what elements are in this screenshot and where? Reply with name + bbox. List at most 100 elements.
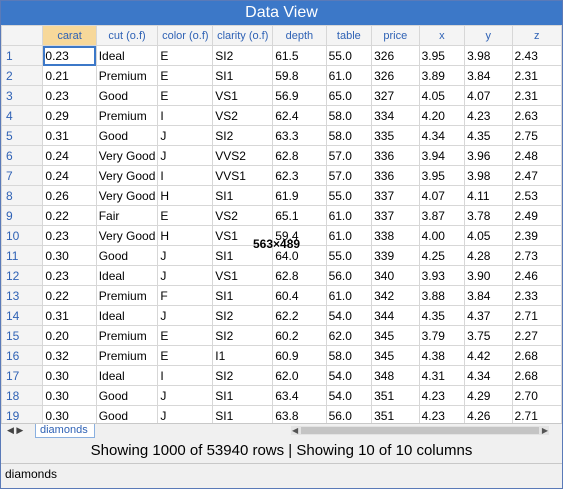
table-cell[interactable]: 335 — [371, 125, 420, 146]
table-cell[interactable]: Premium — [95, 285, 159, 306]
table-cell[interactable]: Good — [95, 85, 159, 106]
table-cell[interactable]: 3.98 — [464, 165, 513, 186]
table-row[interactable]: 2 0.21 Premium E SI1 59.8 61.0 326 3.89 3.84 2.31 — [1, 65, 562, 86]
table-cell[interactable]: 0.21 — [42, 65, 97, 86]
row-number[interactable]: 12 — [1, 265, 44, 286]
table-cell[interactable]: 61.0 — [325, 225, 373, 246]
row-number[interactable]: 1 — [1, 45, 44, 66]
table-row[interactable]: 19 0.30 Good J SI1 63.8 56.0 351 4.23 4.26 2.71 — [1, 405, 562, 423]
table-cell[interactable]: 334 — [371, 105, 420, 126]
table-cell[interactable]: 65.0 — [325, 85, 373, 106]
table-cell[interactable]: 54.0 — [325, 305, 373, 326]
row-number[interactable]: 7 — [1, 165, 44, 186]
table-cell[interactable]: 4.35 — [464, 125, 513, 146]
row-number[interactable]: 11 — [1, 245, 44, 266]
table-cell[interactable]: 3.88 — [418, 285, 466, 306]
table-cell[interactable]: 0.30 — [42, 405, 97, 423]
table-cell[interactable]: 58.0 — [325, 105, 373, 126]
table-cell[interactable]: 4.26 — [464, 405, 513, 423]
table-row[interactable]: 6 0.24 Very Good J VVS2 62.8 57.0 336 3.94 3.96 2.… — [1, 145, 562, 166]
table-row[interactable]: 5 0.31 Good J SI2 63.3 58.0 335 4.34 4.35 2.75 — [1, 125, 562, 146]
table-cell[interactable]: 4.42 — [464, 345, 513, 366]
table-cell[interactable]: 62.8 — [272, 265, 327, 286]
table-cell[interactable]: SI2 — [212, 45, 274, 66]
table-row[interactable]: 3 0.23 Good E VS1 56.9 65.0 327 4.05 4.07 2.31 — [1, 85, 562, 106]
table-cell[interactable]: 4.23 — [418, 405, 466, 423]
table-cell[interactable]: 4.31 — [418, 365, 466, 386]
table-cell[interactable]: 3.93 — [418, 265, 466, 286]
table-row[interactable]: 15 0.20 Premium E SI2 60.2 62.0 345 3.79 3.75 2.27 — [1, 325, 562, 346]
table-cell[interactable]: 345 — [371, 345, 420, 366]
table-row[interactable]: 4 0.29 Premium I VS2 62.4 58.0 334 4.20 4.23 2.63 — [1, 105, 562, 126]
table-cell[interactable]: SI1 — [212, 385, 274, 406]
table-cell[interactable]: 62.0 — [272, 365, 327, 386]
table-cell[interactable]: 0.31 — [42, 125, 97, 146]
table-cell[interactable]: Premium — [95, 345, 159, 366]
table-cell[interactable]: Very Good — [95, 145, 159, 166]
table-cell[interactable]: I — [157, 165, 214, 186]
table-cell[interactable]: 55.0 — [325, 185, 373, 206]
table-cell[interactable]: SI2 — [212, 325, 274, 346]
table-cell[interactable]: 2.46 — [511, 265, 562, 286]
table-cell[interactable]: 4.28 — [464, 245, 513, 266]
table-cell[interactable]: 3.95 — [418, 45, 466, 66]
table-cell[interactable]: 337 — [371, 185, 420, 206]
table-cell[interactable]: 342 — [371, 285, 420, 306]
table-cell[interactable]: 3.95 — [418, 165, 466, 186]
table-cell[interactable]: J — [157, 125, 214, 146]
table-cell[interactable]: 4.35 — [418, 305, 466, 326]
scroll-right-icon[interactable]: ▶ — [541, 426, 548, 435]
table-cell[interactable]: I — [157, 365, 214, 386]
table-row[interactable]: 17 0.30 Ideal I SI2 62.0 54.0 348 4.31 4.34 2.68 — [1, 365, 562, 386]
table-cell[interactable]: 4.05 — [464, 225, 513, 246]
table-cell[interactable]: 336 — [371, 165, 420, 186]
table-cell[interactable]: 62.2 — [272, 305, 327, 326]
table-cell[interactable]: Good — [95, 245, 159, 266]
table-cell[interactable]: SI2 — [212, 365, 274, 386]
table-cell[interactable]: 336 — [371, 145, 420, 166]
table-cell[interactable]: J — [157, 305, 214, 326]
table-cell[interactable]: 351 — [371, 385, 420, 406]
column-header-8[interactable]: y — [464, 25, 513, 46]
table-cell[interactable]: 3.87 — [418, 205, 466, 226]
row-number[interactable]: 3 — [1, 85, 44, 106]
table-cell[interactable]: 0.30 — [42, 385, 97, 406]
table-cell[interactable]: 58.0 — [325, 125, 373, 146]
table-cell[interactable]: 55.0 — [325, 245, 373, 266]
table-cell[interactable]: 61.0 — [325, 65, 373, 86]
table-cell[interactable]: 4.29 — [464, 385, 513, 406]
scrollbar-thumb[interactable] — [301, 427, 539, 434]
table-cell[interactable]: VS2 — [212, 205, 274, 226]
table-cell[interactable]: 54.0 — [325, 365, 373, 386]
table-row[interactable]: 8 0.26 Very Good H SI1 61.9 55.0 337 4.07 4.11 2.5… — [1, 185, 562, 206]
table-cell[interactable]: 0.23 — [42, 225, 97, 246]
table-row[interactable]: 7 0.24 Very Good I VVS1 62.3 57.0 336 3.95 3.98 2.… — [1, 165, 562, 186]
table-cell[interactable]: Ideal — [95, 45, 159, 66]
table-cell[interactable]: E — [157, 65, 214, 86]
table-cell[interactable]: 62.3 — [272, 165, 327, 186]
table-cell[interactable]: 4.23 — [464, 105, 513, 126]
table-cell[interactable]: 60.9 — [272, 345, 327, 366]
table-cell[interactable]: 2.75 — [511, 125, 562, 146]
row-number[interactable]: 4 — [1, 105, 44, 126]
table-cell[interactable]: 0.26 — [42, 185, 97, 206]
table-cell[interactable]: 60.4 — [272, 285, 327, 306]
table-cell[interactable]: 351 — [371, 405, 420, 423]
table-cell[interactable]: E — [157, 205, 214, 226]
table-cell[interactable]: 4.23 — [418, 385, 466, 406]
table-cell[interactable]: 3.96 — [464, 145, 513, 166]
table-cell[interactable]: Ideal — [95, 365, 159, 386]
table-cell[interactable]: 2.71 — [511, 305, 562, 326]
table-cell[interactable]: 0.22 — [42, 285, 97, 306]
table-cell[interactable]: 4.34 — [418, 125, 466, 146]
table-row[interactable]: 16 0.32 Premium E I1 60.9 58.0 345 4.38 4.42 2.68 — [1, 345, 562, 366]
table-cell[interactable]: 2.68 — [511, 365, 562, 386]
table-cell[interactable]: E — [157, 45, 214, 66]
table-cell[interactable]: VVS1 — [212, 165, 274, 186]
table-cell[interactable]: Ideal — [95, 265, 159, 286]
table-cell[interactable]: 2.53 — [511, 185, 562, 206]
table-cell[interactable]: 4.20 — [418, 105, 466, 126]
table-cell[interactable]: I1 — [212, 345, 274, 366]
table-cell[interactable]: 348 — [371, 365, 420, 386]
table-cell[interactable]: 2.63 — [511, 105, 562, 126]
